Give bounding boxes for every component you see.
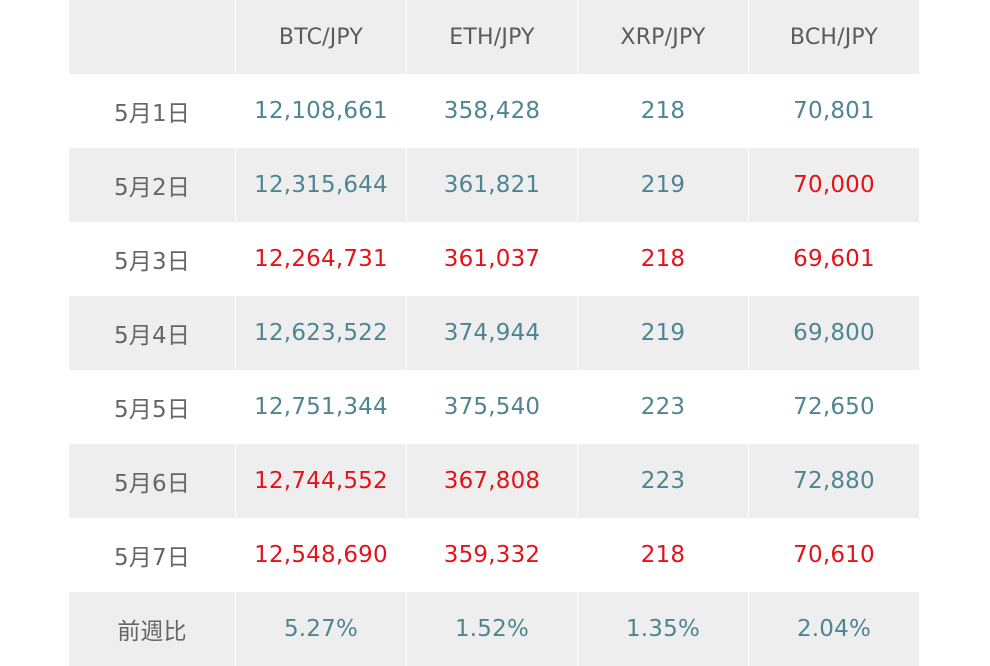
date-label: 5月1日 <box>69 74 236 148</box>
eth-price-cell: 374,944 <box>407 296 578 370</box>
btc-weekly-change: 5.27% <box>236 592 407 666</box>
bch-price-cell: 70,610 <box>749 518 920 592</box>
price-table: BTC/JPY ETH/JPY XRP/JPY BCH/JPY 5月1日 12,… <box>69 0 920 666</box>
btc-price-cell: 12,548,690 <box>236 518 407 592</box>
xrp-price-cell: 219 <box>578 296 749 370</box>
eth-price-cell: 361,821 <box>407 148 578 222</box>
bch-weekly-change: 2.04% <box>749 592 920 666</box>
eth-price-cell: 359,332 <box>407 518 578 592</box>
date-label: 5月6日 <box>69 444 236 518</box>
xrp-price-cell: 218 <box>578 222 749 296</box>
bch-price-cell: 69,800 <box>749 296 920 370</box>
date-label: 5月5日 <box>69 370 236 444</box>
bch-price-cell: 70,000 <box>749 148 920 222</box>
btc-price-cell: 12,751,344 <box>236 370 407 444</box>
eth-price-cell: 367,808 <box>407 444 578 518</box>
eth-price-cell: 375,540 <box>407 370 578 444</box>
date-label: 5月3日 <box>69 222 236 296</box>
xrp-price-cell: 223 <box>578 370 749 444</box>
date-label: 5月4日 <box>69 296 236 370</box>
header-eth-jpy: ETH/JPY <box>407 0 578 74</box>
header-btc-jpy: BTC/JPY <box>236 0 407 74</box>
bch-price-cell: 69,601 <box>749 222 920 296</box>
eth-price-cell: 361,037 <box>407 222 578 296</box>
xrp-price-cell: 218 <box>578 518 749 592</box>
header-xrp-jpy: XRP/JPY <box>578 0 749 74</box>
header-bch-jpy: BCH/JPY <box>749 0 920 74</box>
btc-price-cell: 12,623,522 <box>236 296 407 370</box>
bch-price-cell: 72,650 <box>749 370 920 444</box>
bch-price-cell: 72,880 <box>749 444 920 518</box>
eth-weekly-change: 1.52% <box>407 592 578 666</box>
date-label: 5月2日 <box>69 148 236 222</box>
weekly-change-label: 前週比 <box>69 592 236 666</box>
date-label: 5月7日 <box>69 518 236 592</box>
xrp-price-cell: 218 <box>578 74 749 148</box>
xrp-price-cell: 219 <box>578 148 749 222</box>
btc-price-cell: 12,315,644 <box>236 148 407 222</box>
xrp-weekly-change: 1.35% <box>578 592 749 666</box>
price-table-grid: BTC/JPY ETH/JPY XRP/JPY BCH/JPY 5月1日 12,… <box>69 0 920 666</box>
btc-price-cell: 12,744,552 <box>236 444 407 518</box>
eth-price-cell: 358,428 <box>407 74 578 148</box>
btc-price-cell: 12,108,661 <box>236 74 407 148</box>
bch-price-cell: 70,801 <box>749 74 920 148</box>
xrp-price-cell: 223 <box>578 444 749 518</box>
btc-price-cell: 12,264,731 <box>236 222 407 296</box>
header-corner-cell <box>69 0 236 74</box>
